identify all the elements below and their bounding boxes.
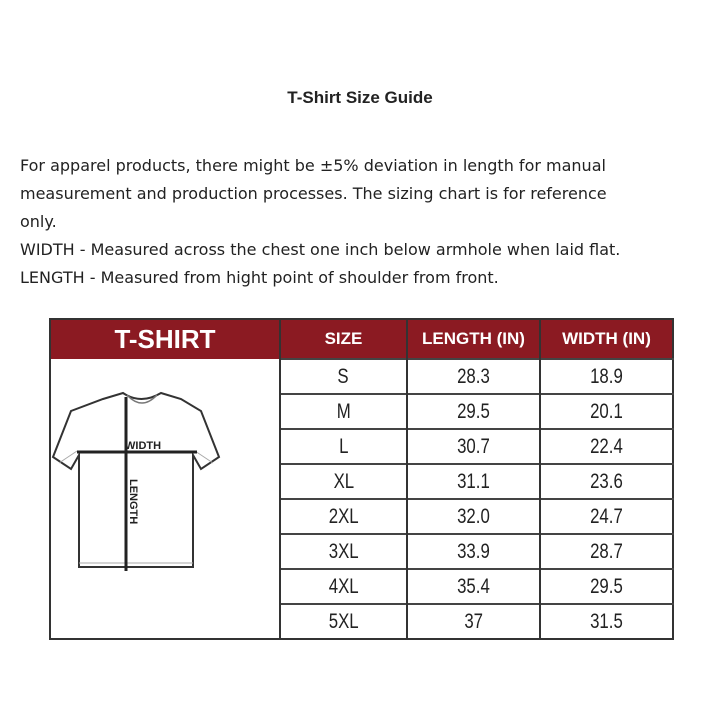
width-value: 28.7 xyxy=(590,539,623,563)
description-line: only. xyxy=(20,212,57,231)
header-length: LENGTH (IN) xyxy=(406,319,540,359)
cell-length: 31.1 xyxy=(406,463,540,499)
length-value: 31.1 xyxy=(457,469,490,493)
table-row: 5XL 37 31.5 xyxy=(50,603,673,639)
header-size: SIZE xyxy=(279,319,407,359)
length-value: 32.0 xyxy=(457,504,490,528)
description-line: WIDTH - Measured across the chest one in… xyxy=(20,240,621,259)
size-value: L xyxy=(338,434,349,458)
length-value: 29.5 xyxy=(457,399,490,423)
cell-size: 3XL xyxy=(279,533,407,569)
cell-length: 30.7 xyxy=(406,428,540,464)
cell-size: S xyxy=(279,358,407,394)
length-value: 33.9 xyxy=(457,539,490,563)
table-row: WIDTH LENGTH S 28.3 18.9 xyxy=(50,358,673,571)
length-value: 30.7 xyxy=(457,434,490,458)
size-value: M xyxy=(336,399,351,423)
length-value: 35.4 xyxy=(457,574,490,598)
width-value: 22.4 xyxy=(590,434,623,458)
length-label: LENGTH xyxy=(127,479,139,524)
cell-size: 4XL xyxy=(279,568,407,604)
width-value: 24.7 xyxy=(590,504,623,528)
cell-size: XL xyxy=(279,463,407,499)
cell-width: 28.7 xyxy=(539,533,673,569)
tshirt-icon: WIDTH LENGTH xyxy=(51,391,221,571)
description-line: LENGTH - Measured from hight point of sh… xyxy=(20,268,499,287)
cell-width: 23.6 xyxy=(539,463,673,499)
width-value: 20.1 xyxy=(590,399,623,423)
table-row: 2XL 32.0 24.7 xyxy=(50,498,673,534)
table-row: 4XL 35.4 29.5 xyxy=(50,568,673,604)
cell-length: 37 xyxy=(406,603,540,639)
table-row: M 29.5 20.1 xyxy=(50,393,673,429)
header-tshirt: T-SHIRT xyxy=(50,319,280,359)
size-table: T-SHIRT SIZE LENGTH (IN) WIDTH (IN) WIDT… xyxy=(49,318,674,640)
width-value: 29.5 xyxy=(590,574,623,598)
size-value: 5XL xyxy=(328,609,359,633)
page-title: T-Shirt Size Guide xyxy=(287,88,433,107)
cell-width: 20.1 xyxy=(539,393,673,429)
tshirt-diagram: WIDTH LENGTH xyxy=(50,359,280,639)
size-value: 3XL xyxy=(328,539,359,563)
cell-width: 22.4 xyxy=(539,428,673,464)
cell-size: 5XL xyxy=(279,603,407,639)
cell-size: L xyxy=(279,428,407,464)
cell-length: 33.9 xyxy=(406,533,540,569)
cell-width: 18.9 xyxy=(539,358,673,394)
table-row: 3XL 33.9 28.7 xyxy=(50,533,673,569)
description-line: measurement and production processes. Th… xyxy=(20,184,607,203)
length-value: 37 xyxy=(464,609,483,633)
cell-length: 29.5 xyxy=(406,393,540,429)
cell-width: 24.7 xyxy=(539,498,673,534)
table-header: T-SHIRT SIZE LENGTH (IN) WIDTH (IN) xyxy=(50,319,673,359)
description-line: For apparel products, there might be ±5%… xyxy=(20,156,606,175)
size-value: S xyxy=(337,364,350,388)
length-value: 28.3 xyxy=(457,364,490,388)
width-value: 23.6 xyxy=(590,469,623,493)
cell-width: 29.5 xyxy=(539,568,673,604)
width-value: 31.5 xyxy=(590,609,623,633)
cell-length: 28.3 xyxy=(406,358,540,394)
cell-width: 31.5 xyxy=(539,603,673,639)
cell-size: M xyxy=(279,393,407,429)
cell-size: 2XL xyxy=(279,498,407,534)
table-row: XL 31.1 23.6 xyxy=(50,463,673,499)
width-value: 18.9 xyxy=(590,364,623,388)
width-label: WIDTH xyxy=(125,440,161,452)
size-value: 4XL xyxy=(328,574,359,598)
size-value: XL xyxy=(333,469,354,493)
description: For apparel products, there might be ±5%… xyxy=(20,152,710,292)
table-row: L 30.7 22.4 xyxy=(50,428,673,464)
size-value: 2XL xyxy=(328,504,359,528)
cell-length: 32.0 xyxy=(406,498,540,534)
cell-length: 35.4 xyxy=(406,568,540,604)
header-width: WIDTH (IN) xyxy=(539,319,673,359)
